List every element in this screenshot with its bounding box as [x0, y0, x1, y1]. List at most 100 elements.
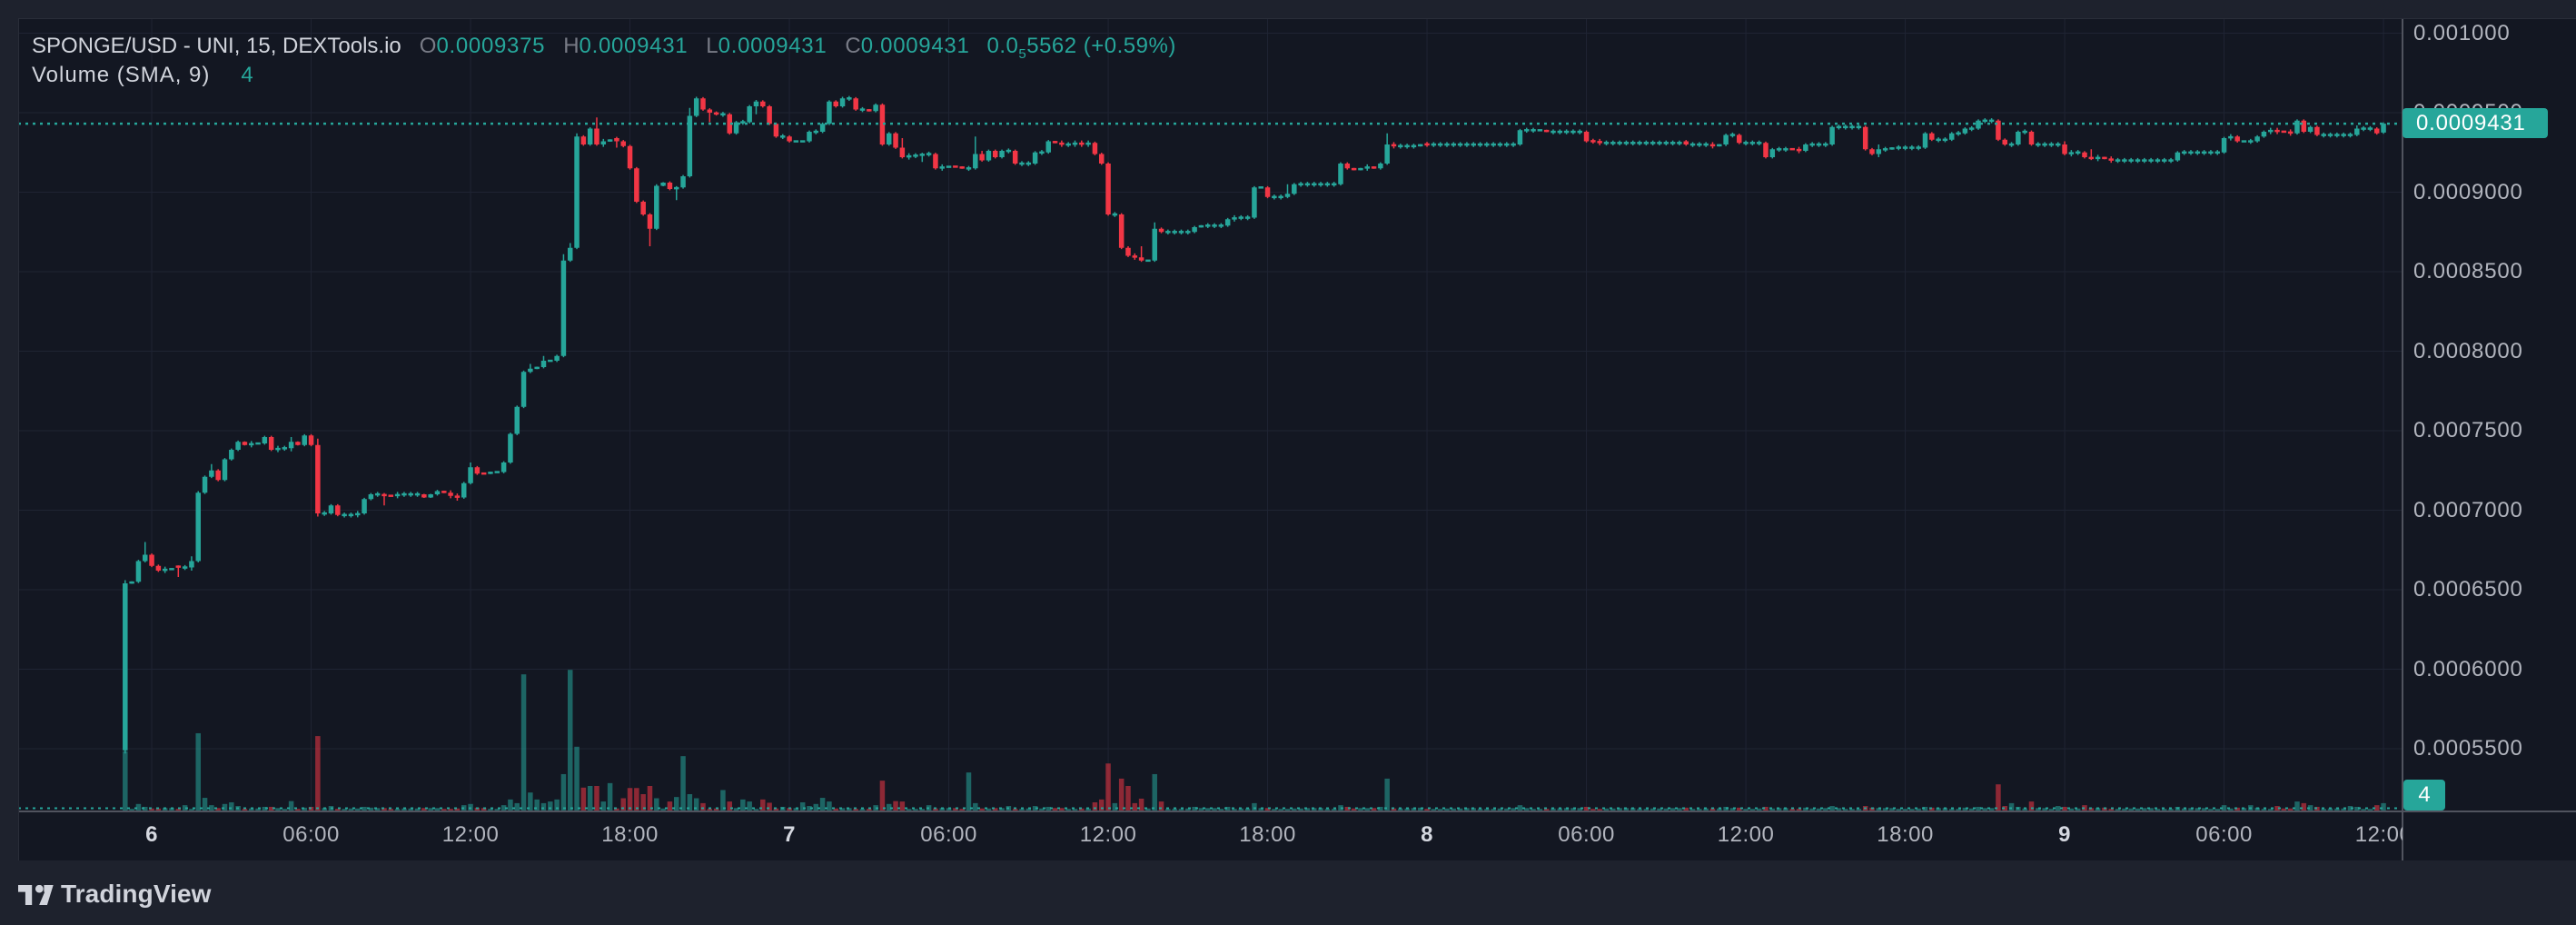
volume-bar [142, 806, 148, 811]
candle-body [2354, 128, 2360, 135]
candle-body [2341, 134, 2346, 136]
candle-body [1404, 144, 1410, 148]
candle-body [720, 113, 726, 116]
volume-bar [1185, 808, 1191, 811]
volume-bar [414, 808, 421, 811]
candle-body [787, 136, 792, 142]
candle-body [1384, 144, 1390, 164]
candle-body [434, 491, 441, 494]
candle-body [2267, 129, 2274, 133]
time-axis-label: 12:00 [2354, 822, 2403, 847]
candle-body [2361, 127, 2366, 130]
volume-bar [560, 773, 567, 811]
candle-body [660, 183, 666, 186]
volume-bar [175, 809, 182, 811]
candle-body [2195, 151, 2201, 154]
candle-body [282, 447, 288, 450]
volume-bar [315, 736, 321, 811]
volume-bar [454, 808, 461, 811]
volume-bar [913, 809, 918, 811]
candle-body [680, 176, 686, 188]
candle-body [733, 122, 739, 134]
volume-bar [839, 808, 846, 811]
candle-body [441, 491, 447, 493]
candle-body [1763, 143, 1769, 157]
candle-body [1956, 132, 1961, 135]
candle-body [242, 442, 248, 445]
time-axis[interactable]: 6 06:00 12:00 18:00 7 06:00 12:00 18:00 8 06:00 12… [18, 811, 2403, 860]
volume-bar [2201, 808, 2207, 811]
chart-widget: SPONGE/USD - UNI, 15, DEXTools.io O0.0009… [18, 18, 2576, 860]
candle-body [1650, 142, 1656, 144]
volume-bar [1052, 808, 1058, 811]
volume-bar [1311, 808, 1317, 811]
volume-bar [2347, 806, 2353, 811]
candlestick-chart[interactable] [18, 18, 2576, 860]
candle-body [268, 437, 274, 450]
candle-body [2122, 159, 2127, 162]
time-axis-label: 18:00 [1239, 822, 1296, 847]
volume-bar [448, 809, 453, 811]
candle-body [1617, 142, 1622, 144]
volume-bar [2334, 808, 2340, 811]
candle-body [2016, 132, 2021, 144]
candle-body [2321, 134, 2326, 136]
volume-bar [2228, 808, 2234, 811]
volume-bar [1324, 809, 1331, 811]
time-axis-label: 12:00 [1717, 822, 1775, 847]
volume-bar [986, 808, 992, 811]
candle-body [374, 492, 381, 496]
volume-bar [1856, 809, 1862, 811]
volume-bar [953, 808, 958, 811]
volume-bar [1471, 808, 1476, 811]
volume-bar [500, 805, 507, 811]
volume-bar [1876, 808, 1882, 811]
volume-bar [1909, 809, 1915, 811]
candle-body [1238, 216, 1244, 219]
candle-body [713, 112, 719, 115]
candle-body [1006, 149, 1012, 153]
candles [123, 95, 2386, 754]
volume-bar [693, 798, 699, 811]
candle-body [1232, 217, 1237, 220]
volume-bar [388, 809, 394, 811]
volume-bar [1803, 807, 1808, 811]
candle-body [1896, 146, 1901, 149]
candle-body [1882, 148, 1888, 151]
candle-body [401, 492, 407, 496]
volume-bar [1531, 809, 1536, 811]
volume-bar [687, 794, 693, 811]
candle-body [594, 128, 599, 144]
time-axis-label: 06:00 [1558, 822, 1615, 847]
candle-body [1689, 143, 1696, 146]
candle-body [1039, 151, 1045, 154]
volume-bar [2168, 809, 2174, 811]
candle-body [123, 583, 128, 751]
volume-bar [2055, 806, 2061, 811]
candle-body [1982, 119, 1988, 123]
candle-body [2002, 139, 2007, 144]
candle-body [1118, 214, 1125, 248]
candle-body [342, 513, 347, 517]
current-price-badge: 0.0009431 [2403, 108, 2548, 138]
volume-indicator-label[interactable]: Volume (SMA, 9) [32, 63, 211, 87]
volume-bar [1603, 808, 1610, 811]
volume-bar [335, 809, 341, 811]
candle-body [687, 115, 693, 176]
volume-bar [162, 808, 168, 811]
tradingview-attribution[interactable]: TradingView [18, 880, 212, 908]
candle-body [1537, 129, 1543, 132]
volume-bar [1783, 808, 1788, 811]
candle-body [2214, 151, 2220, 154]
volume-bar [1232, 809, 1237, 811]
candle-body [155, 565, 162, 571]
volume-bar [1623, 808, 1630, 811]
volume-bar [421, 808, 427, 811]
candle-body [1304, 183, 1311, 186]
candle-body [1059, 142, 1065, 145]
candle-body [1477, 143, 1483, 146]
volume-bar [1244, 808, 1251, 811]
candle-body [2248, 140, 2254, 143]
volume-bar [129, 809, 134, 811]
symbol-title[interactable]: SPONGE/USD - UNI, 15, DEXTools.io [32, 34, 401, 58]
